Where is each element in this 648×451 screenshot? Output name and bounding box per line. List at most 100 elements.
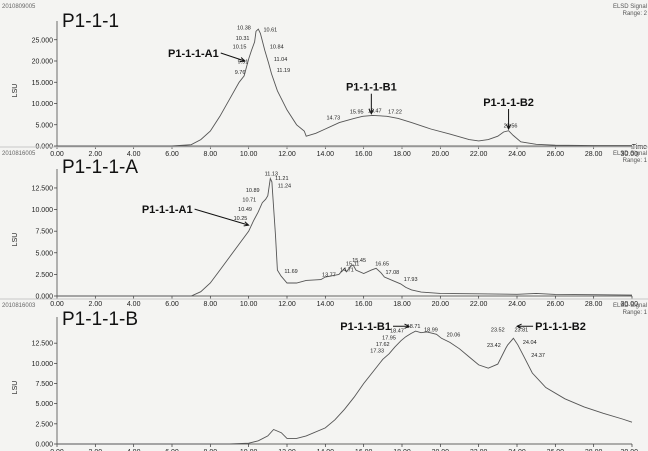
- peak-retention-label: 23.56: [504, 124, 518, 130]
- x-tick-label: 24.00: [508, 301, 526, 308]
- x-tick-label: 12.00: [278, 151, 296, 158]
- x-tick-label: 24.00: [508, 449, 526, 451]
- peak-retention-label: 14.73: [326, 116, 340, 122]
- x-tick-label: 18.00: [393, 449, 411, 451]
- x-tick-label: 14.00: [317, 449, 335, 451]
- sample-id: 2010816005: [2, 151, 36, 157]
- annotation-arrow-head: [404, 323, 411, 329]
- x-tick-label: 14.00: [317, 151, 335, 158]
- sample-id: 2010809005: [2, 4, 36, 10]
- y-tick-label: 7.500: [35, 381, 53, 388]
- detector-header-line: ELSD Signal: [613, 4, 647, 10]
- peak-retention-label: 18.99: [424, 328, 438, 334]
- x-tick-label: 22.00: [470, 151, 488, 158]
- x-tick-label: 6.00: [165, 449, 179, 451]
- y-tick-label: 5.000: [35, 401, 53, 408]
- y-axis-label: LSU: [12, 381, 19, 395]
- y-tick-label: 10.000: [32, 101, 54, 108]
- panel-title: P1-1-1-A: [62, 157, 138, 178]
- peak-retention-label: 17.95: [382, 336, 396, 342]
- annotation-arrow-head: [239, 57, 246, 63]
- peak-retention-label: 15.11: [346, 261, 359, 267]
- peak-retention-label: 10.25: [234, 216, 248, 222]
- detector-header-line: ELSD Signal: [613, 151, 647, 157]
- annotation-label: P1-1-1-A1: [142, 204, 193, 216]
- annotation-arrow-head: [515, 323, 522, 329]
- annotation-arrow-line: [194, 208, 249, 226]
- peak-annotation: P1-1-1-A1: [168, 48, 246, 63]
- x-tick-label: 12.00: [278, 301, 296, 308]
- peak-annotation: P1-1-1-B1: [340, 321, 411, 333]
- y-tick-label: 0.000: [35, 442, 53, 449]
- y-tick-label: 5.000: [35, 122, 53, 129]
- peak-retention-label: 10.61: [263, 27, 277, 33]
- peak-retention-label: 15.45: [352, 258, 366, 264]
- x-tick-label: 14.00: [317, 301, 335, 308]
- peak-retention-label: 23.81: [514, 327, 528, 333]
- panel-title: P1-1-1-B: [62, 309, 138, 330]
- peak-retention-label: 10.71: [242, 198, 256, 204]
- peak-retention-label: 17.62: [376, 342, 390, 348]
- annotation-arrow-head: [368, 108, 374, 115]
- x-tick-label: 28.00: [585, 449, 603, 451]
- peak-annotation: P1-1-1-B2: [483, 97, 534, 131]
- x-tick-label: 20.00: [432, 301, 450, 308]
- annotation-arrow-head: [243, 221, 250, 227]
- peak-retention-label: 16.47: [368, 108, 382, 114]
- y-tick-label: 25.000: [32, 37, 54, 44]
- annotation-label: P1-1-1-B2: [535, 321, 586, 333]
- y-axis-label: LSU: [12, 233, 19, 247]
- x-tick-label: 30.00: [620, 301, 638, 308]
- peak-annotation: P1-1-1-A1: [142, 204, 250, 227]
- peak-retention-label: 13.77: [322, 273, 336, 279]
- y-tick-label: 5.000: [35, 250, 53, 257]
- x-tick-label: 0.00: [50, 449, 64, 451]
- annotation-label: P1-1-1-B2: [483, 97, 534, 109]
- x-tick-label: 2.00: [89, 151, 103, 158]
- peak-retention-label: 17.08: [385, 270, 399, 276]
- peak-retention-label: 9.76: [235, 70, 246, 76]
- annotation-label: P1-1-1-B1: [340, 321, 391, 333]
- x-tick-label: 16.00: [355, 151, 373, 158]
- peak-retention-label: 11.19: [277, 68, 290, 74]
- x-tick-label: 12.00: [278, 449, 296, 451]
- x-tick-label: 6.00: [165, 151, 179, 158]
- x-tick-label: 26.00: [547, 301, 565, 308]
- peak-retention-label: 10.38: [237, 25, 251, 31]
- y-tick-label: 15.000: [32, 80, 54, 87]
- signal-trace: [57, 330, 633, 445]
- detector-header-line: ELSD Signal: [613, 303, 647, 309]
- peak-retention-label: 11.24: [278, 184, 291, 190]
- annotation-label: P1-1-1-A1: [168, 48, 219, 60]
- x-tick-label: 2.00: [89, 449, 103, 451]
- signal-trace: [57, 28, 632, 147]
- peak-retention-label: 17.22: [388, 109, 402, 115]
- y-tick-label: 12.500: [32, 341, 54, 348]
- x-tick-label: 22.00: [470, 449, 488, 451]
- x-tick-label: 10.00: [240, 449, 258, 451]
- x-tick-label: 0.00: [50, 301, 64, 308]
- annotation-arrow-head: [505, 124, 512, 131]
- x-tick-label: 4.00: [127, 449, 141, 451]
- peak-retention-label: 17.93: [404, 277, 418, 283]
- peak-retention-label: 10.84: [270, 44, 284, 50]
- x-tick-label: 22.00: [470, 301, 488, 308]
- peak-retention-label: 10.89: [246, 188, 260, 194]
- x-tick-label: 18.00: [393, 151, 411, 158]
- detector-header-line: Range: 1: [623, 158, 648, 164]
- x-tick-label: 24.00: [508, 151, 526, 158]
- peak-retention-label: 24.37: [531, 353, 545, 359]
- x-tick-label: 28.00: [585, 301, 603, 308]
- y-tick-label: 2.500: [35, 272, 53, 279]
- x-tick-label: 30.00: [620, 151, 638, 158]
- peak-retention-label: 20.06: [447, 332, 461, 338]
- peak-retention-label: 24.04: [523, 340, 537, 346]
- x-tick-label: 10.00: [240, 151, 258, 158]
- peak-annotation: P1-1-1-B1: [346, 82, 397, 115]
- x-tick-label: 10.00: [240, 301, 258, 308]
- y-tick-label: 10.000: [32, 207, 54, 214]
- x-tick-label: 18.00: [393, 301, 411, 308]
